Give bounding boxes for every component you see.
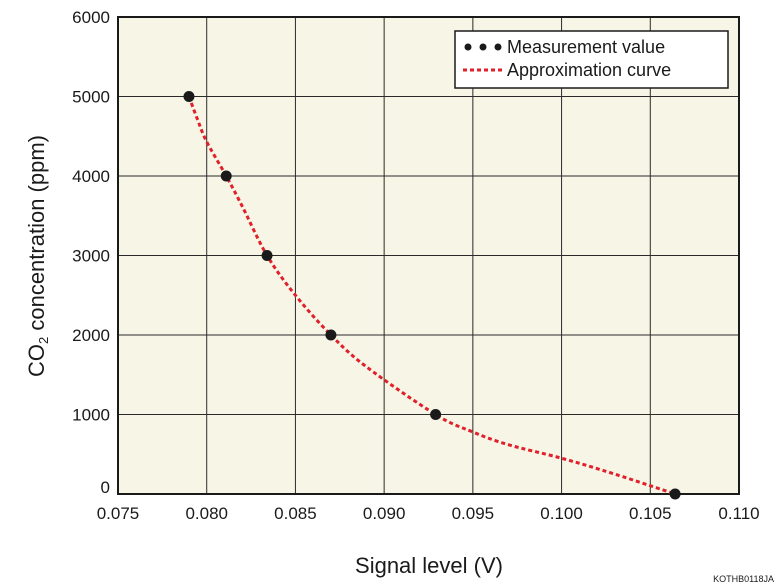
legend-marker-dot: [494, 43, 502, 51]
x-tick-labels: 0.075 0.080 0.085 0.090 0.095 0.100 0.105 0.110: [97, 504, 760, 523]
y-axis-title: CO2 concentration (ppm): [24, 135, 51, 377]
measurement-point: [430, 409, 442, 420]
legend-marker-dot: [464, 43, 472, 51]
y-axis-title-rest: concentration (ppm): [24, 135, 49, 337]
x-tick-label: 0.105: [629, 504, 672, 523]
x-tick-label: 0.090: [363, 504, 406, 523]
measurement-points: [183, 91, 681, 500]
y-tick-label: 1000: [72, 406, 110, 425]
legend-marker-dot: [479, 43, 487, 51]
y-tick-label: 3000: [72, 247, 110, 266]
x-tick-label: 0.080: [185, 504, 228, 523]
legend: Measurement value Approximation curve: [454, 30, 729, 89]
legend-label-measurement: Measurement value: [507, 37, 665, 57]
y-tick-label: 6000: [72, 8, 110, 27]
x-tick-label: 0.075: [97, 504, 140, 523]
x-tick-label: 0.085: [274, 504, 317, 523]
plot-frame: [117, 16, 740, 495]
approximation-curve: [187, 95, 676, 496]
y-tick-label: 5000: [72, 88, 110, 107]
grid-lines: [118, 17, 739, 494]
y-axis-title-subscript: 2: [36, 337, 51, 344]
measurement-point: [669, 488, 681, 500]
measurement-point: [325, 329, 337, 341]
y-tick-label: 0: [101, 478, 110, 497]
measurement-point: [183, 91, 195, 102]
measurement-point: [261, 250, 273, 261]
x-tick-label: 0.095: [452, 504, 495, 523]
x-tick-label: 0.110: [718, 504, 759, 523]
y-tick-labels: 0 1000 2000 3000 4000 5000 6000: [72, 8, 110, 497]
x-axis-title: Signal level (V): [355, 553, 503, 578]
legend-box: [454, 30, 729, 89]
measurement-point: [220, 170, 232, 182]
y-tick-label: 2000: [72, 326, 110, 345]
x-tick-label: 0.100: [540, 504, 583, 523]
figure-code: KOTHB0118JA: [713, 574, 774, 584]
legend-label-approximation: Approximation curve: [507, 60, 671, 80]
y-tick-label: 4000: [72, 167, 110, 186]
y-axis-title-co: CO: [24, 344, 49, 377]
